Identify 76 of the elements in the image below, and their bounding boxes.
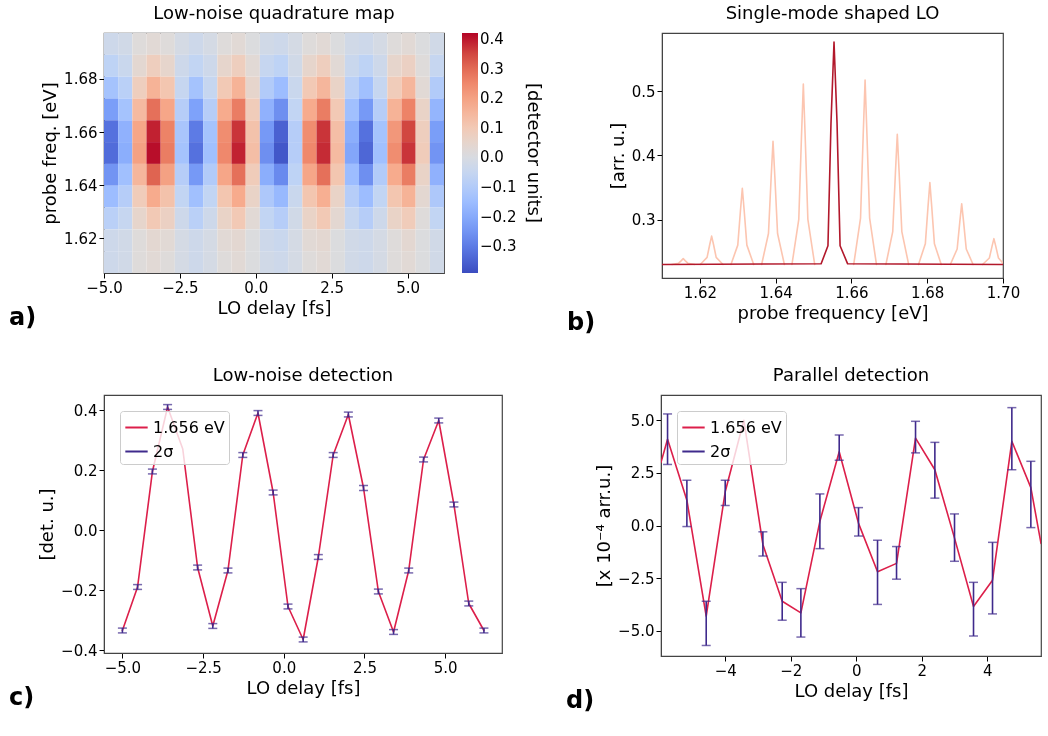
x-tick-label: −2 [780,661,803,680]
chart-title: Low-noise quadrature map [153,2,395,23]
y-axis-title: [arr. u.] [606,122,628,190]
x-tick-label: 2 [917,661,928,680]
y-tick-label: 1.66 [64,123,98,142]
line-series [760,140,786,266]
color-bar-title: [detector units] [524,82,545,224]
y-tick-label: 0.4 [73,401,98,420]
line-series [917,181,943,266]
line-series [981,237,1003,266]
line-series [885,133,910,266]
x-tick-label: 0 [851,661,862,680]
y-tick-label: 2.5 [630,464,655,483]
x-tick-label: 1.68 [911,283,945,302]
color-bar-label: 0.1 [480,118,504,137]
x-tick-label: 0.0 [244,278,269,297]
chart-title: Parallel detection [772,364,930,385]
x-tick-label: 1.64 [759,283,793,302]
x-tick-label: 2.5 [353,658,377,677]
y-tick-label: 0.2 [73,461,98,480]
y-axis-title: [x 10⁻⁴ arr.u.] [593,464,615,588]
y-tick-label: −0.2 [61,581,98,600]
y-tick-label: 0.0 [73,521,98,540]
x-axis-title: LO delay [fs] [217,296,332,318]
line-series [662,41,1003,266]
y-tick-label: −2.5 [618,569,655,588]
x-tick-label: −2.5 [185,658,222,677]
x-tick-label: 5.0 [396,278,420,297]
color-bar-label: −0.1 [480,178,517,197]
x-axis-title: probe frequency [eV] [737,301,929,323]
y-tick-label: −5.0 [618,622,655,641]
color-bar-label: 0.3 [480,59,504,78]
x-tick-label: 1.62 [683,283,718,302]
x-tick-label: 5.0 [433,658,458,677]
line-series [730,187,755,266]
x-tick-label: 1.66 [835,283,869,302]
y-tick-label: −0.4 [61,641,98,660]
y-tick-label: 1.68 [64,70,98,89]
y-tick-label: 1.64 [64,176,98,195]
line-series [791,83,816,266]
x-tick-label: −5.0 [86,278,123,297]
line-series [852,79,878,266]
y-tick-label: 0.0 [630,517,655,535]
legend-label: 1.656 eV [710,417,782,437]
color-bar-label: 0.0 [480,148,504,167]
chart-title: Single-mode shaped LO [725,2,940,23]
chart-title: Low-noise detection [212,364,394,385]
y-tick-label: 0.3 [631,211,656,230]
text: b) [567,308,596,336]
color-bar-label: −0.2 [480,207,517,226]
line-series [949,203,974,266]
y-axis-title: probe freq. [eV] [39,82,61,225]
x-tick-label: −5.0 [104,658,142,677]
x-tick-label: 0.0 [272,658,297,677]
x-axis-title: LO delay [fs] [794,679,909,701]
color-bar-label: 0.4 [480,29,504,48]
color-bar-label: −0.3 [480,237,517,256]
line-series [699,235,724,266]
x-tick-label: 1.70 [986,283,1021,302]
text: a) [9,303,37,331]
x-tick-label: 2.5 [320,278,345,297]
text: c) [9,683,35,711]
y-tick-label: 1.62 [64,229,98,248]
x-tick-label: 4 [983,661,993,680]
annotation: 2σ [710,441,731,461]
annotation: 2σ [153,441,174,461]
y-tick-label: 5.0 [630,411,655,430]
color-bar-label: 0.2 [480,89,504,108]
y-tick-label: 0.5 [631,82,656,101]
x-axis-title: LO delay [fs] [246,676,361,698]
legend-label: 1.656 eV [153,417,225,437]
y-tick-label: 0.4 [631,147,656,165]
x-tick-label: −4 [714,661,737,680]
y-axis-title: [det. u.] [36,488,58,561]
x-tick-label: −2.5 [162,278,199,297]
text: d) [566,686,595,714]
